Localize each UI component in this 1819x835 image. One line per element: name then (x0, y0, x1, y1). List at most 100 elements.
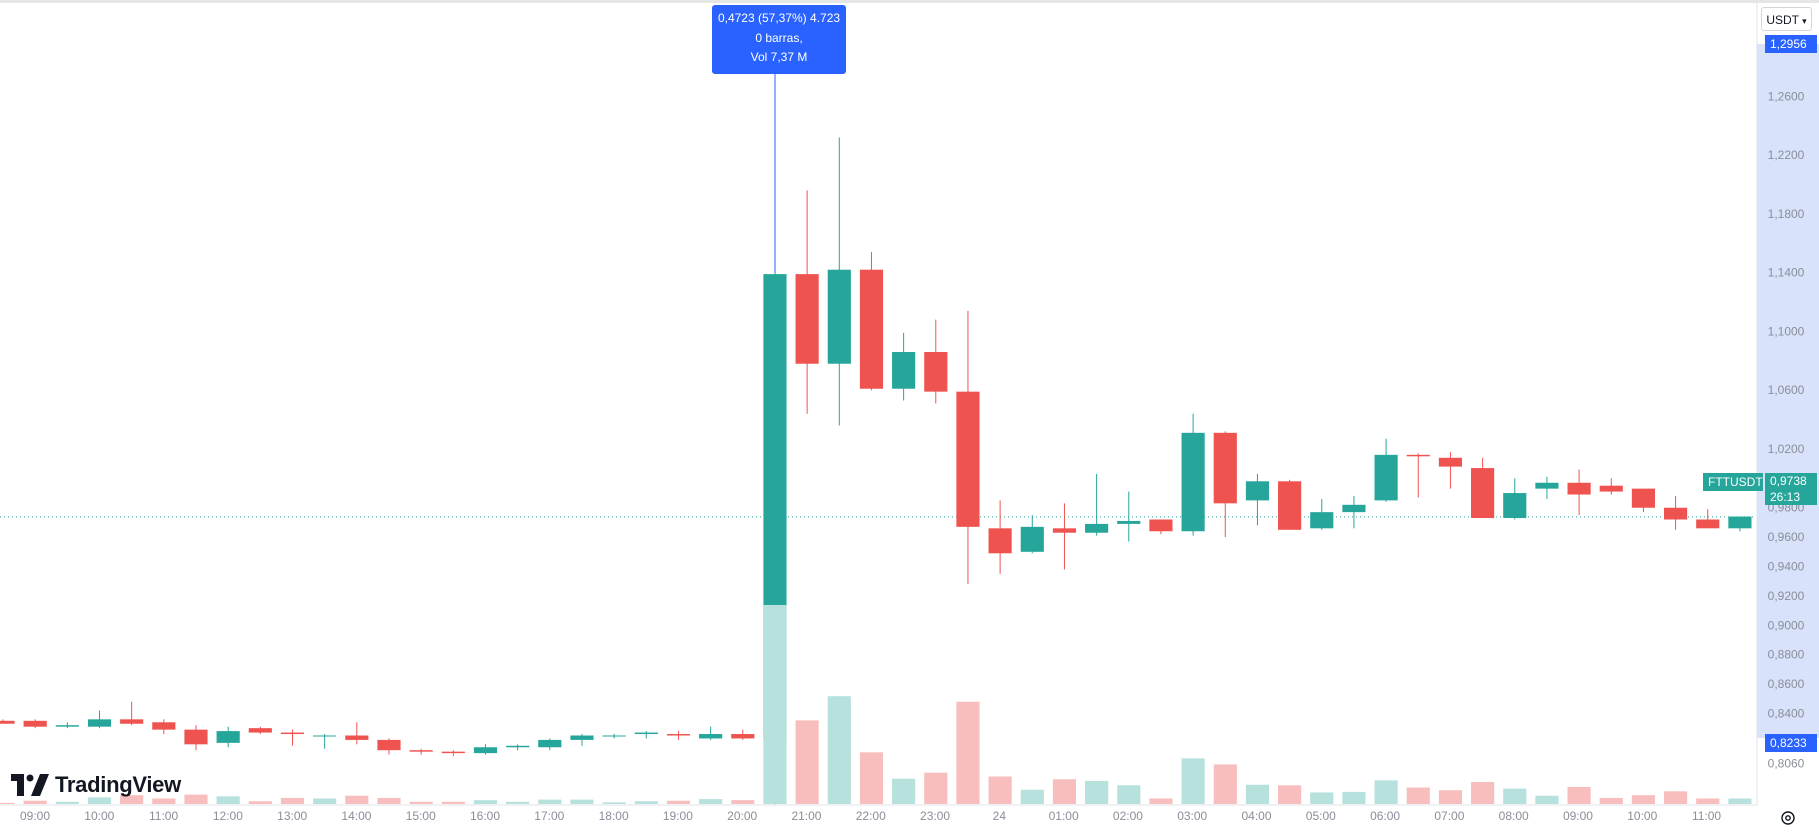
candle-body (1631, 488, 1656, 508)
volume-bar (23, 800, 47, 804)
candle-down (1278, 479, 1302, 530)
volume-bar (1664, 791, 1688, 804)
candle-body (280, 732, 305, 735)
candle-body (1374, 454, 1398, 501)
y-tick-label: 0,9600 (1768, 530, 1805, 544)
candle-body (0, 720, 15, 724)
candle-body (956, 391, 980, 527)
candle-body (1599, 485, 1623, 492)
x-tick-label: 09:00 (1563, 809, 1593, 823)
candle-body (602, 735, 626, 737)
volume-bar (956, 701, 980, 804)
volume-bar (1245, 784, 1270, 804)
x-tick-label: 20:00 (727, 809, 757, 823)
candle-down (1052, 503, 1077, 570)
candle-body (699, 734, 723, 739)
candle-body (731, 734, 755, 739)
candle-down (409, 748, 433, 755)
volume-bar (1438, 790, 1463, 804)
x-tick-label: 22:00 (856, 809, 886, 823)
volume-bar (313, 798, 337, 804)
x-tick-label: 19:00 (663, 809, 693, 823)
candle-up (1020, 515, 1044, 554)
candle-down (248, 726, 272, 735)
candle-body (1213, 432, 1237, 504)
volume-bar (1342, 791, 1366, 804)
candle-body (313, 735, 337, 737)
y-tick-label: 0,9200 (1768, 589, 1805, 603)
candle-down (345, 722, 369, 745)
y-tick-label: 0,8400 (1768, 706, 1805, 720)
price-scale-highlight (1757, 44, 1819, 738)
x-tick-label: 18:00 (599, 809, 629, 823)
x-tick-label: 23:00 (920, 809, 950, 823)
candle-body (795, 274, 819, 364)
last-price-value: 0,9738 (1770, 474, 1807, 488)
y-tick-label: 1,1400 (1768, 266, 1805, 280)
candle-up (1374, 438, 1398, 502)
candle-body (506, 745, 530, 748)
y-tick-label: 1,0200 (1768, 442, 1805, 456)
x-tick-label: 01:00 (1049, 809, 1079, 823)
volume-bar (1406, 787, 1430, 804)
candle-down (988, 500, 1012, 574)
volume-bar (538, 799, 562, 804)
tradingview-logo[interactable]: TradingView (11, 770, 181, 800)
candle-down (1599, 478, 1623, 495)
volume-bar (1278, 785, 1302, 804)
x-tick-label: 12:00 (213, 809, 243, 823)
volume-bar (859, 752, 884, 804)
candle-body (666, 734, 691, 736)
candle-body (988, 528, 1012, 554)
volume-bar (152, 798, 176, 804)
tooltip-line-bars: 0 barras, (755, 30, 803, 45)
y-tick-label: 1,1000 (1768, 324, 1805, 338)
candle-down (924, 319, 948, 404)
candle-body (441, 751, 465, 754)
candle-body (1310, 512, 1334, 529)
gear-icon[interactable] (1778, 808, 1798, 828)
candle-body (1020, 526, 1044, 552)
x-tick-label: 15:00 (406, 809, 436, 823)
candle-down (441, 750, 465, 757)
x-tick-label: 11:00 (1692, 809, 1721, 823)
volume-bar (216, 796, 240, 804)
volume-bar (924, 772, 948, 804)
currency-label: USDT (1766, 13, 1799, 27)
candle-down (666, 731, 691, 740)
candle-up (570, 734, 594, 746)
volume-bar (1085, 780, 1109, 804)
candle-down (1149, 519, 1173, 535)
x-tick-label: 11:00 (149, 809, 178, 823)
x-tick-label: 21:00 (791, 809, 821, 823)
volume-bar (1310, 792, 1334, 804)
volume-bar (1599, 797, 1623, 804)
candle-body (55, 725, 79, 727)
candle-down (1696, 509, 1720, 529)
candle-body (924, 351, 948, 392)
currency-selector-button[interactable]: USDT ▾ (1761, 7, 1812, 31)
candle-body (634, 732, 658, 735)
candle-up (827, 137, 851, 426)
candle-body (570, 735, 594, 740)
candle-up (87, 710, 112, 729)
volume-bar (634, 801, 658, 804)
candle-body (87, 719, 112, 727)
candle-down (184, 725, 208, 751)
x-tick-label: 24 (993, 809, 1007, 823)
y-tick-label: 1,2600 (1768, 89, 1805, 103)
tooltip-line-change: 0,4723 (57,37%) 4.723 (717, 11, 841, 25)
candle-body (827, 269, 851, 364)
volume-bar (87, 797, 112, 804)
candle-up (216, 726, 240, 748)
candle-body (120, 719, 144, 724)
candle-down (859, 252, 884, 391)
volume-bar (1181, 758, 1205, 804)
candle-down (23, 719, 47, 729)
candle-up (313, 734, 337, 749)
volume-bar (506, 801, 530, 804)
volume-bar (1471, 782, 1495, 804)
volume-bar (1567, 786, 1591, 804)
candle-up (1245, 473, 1270, 526)
